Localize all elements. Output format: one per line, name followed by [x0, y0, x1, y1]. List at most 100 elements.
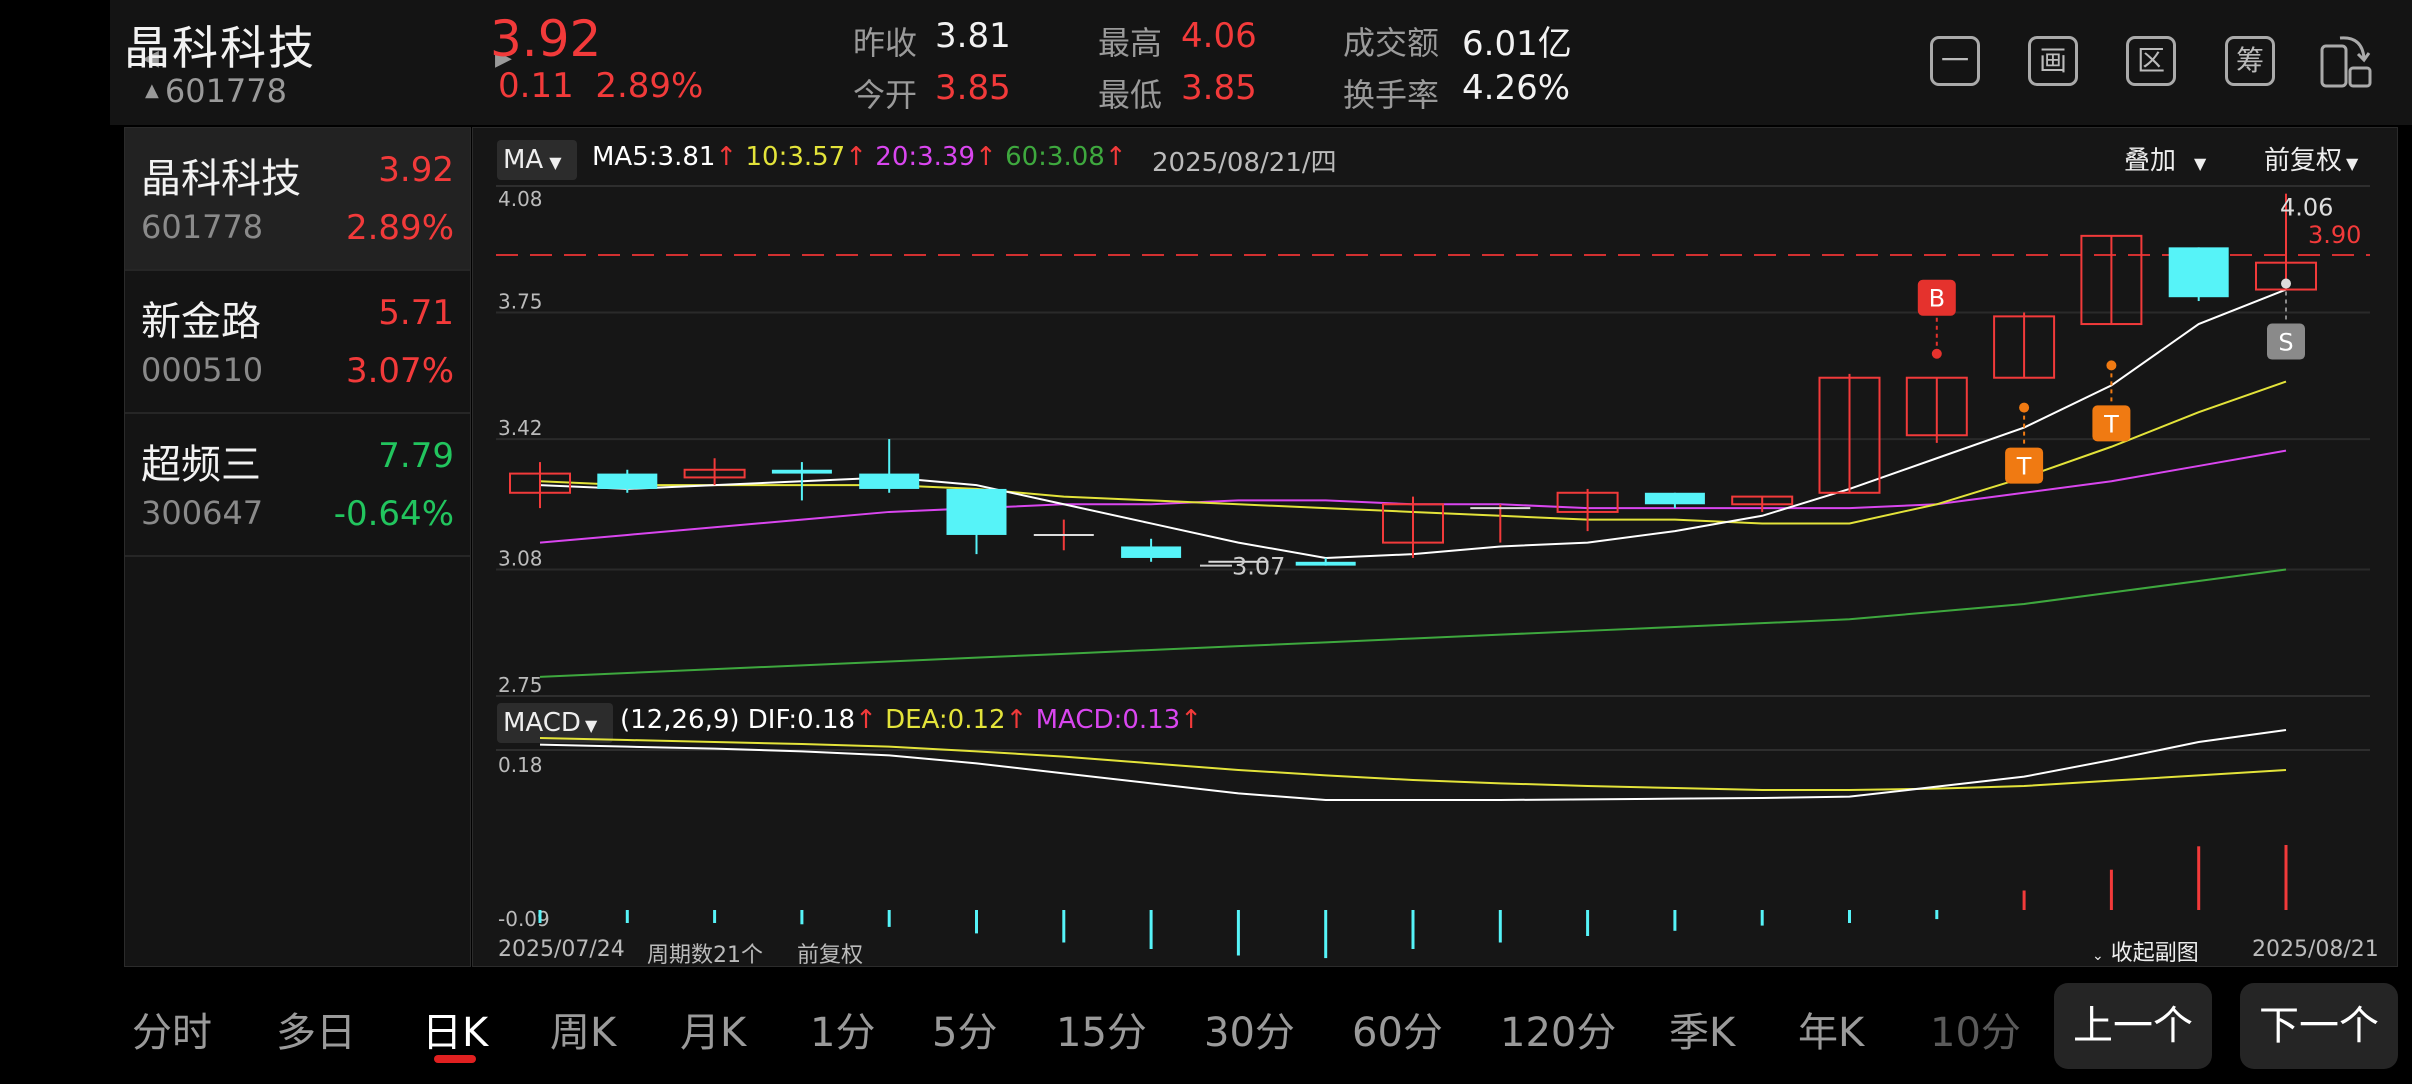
x-start-date: 2025/07/24 — [498, 937, 625, 962]
macd-indicator-dropdown[interactable]: MACD ▼ — [497, 703, 613, 743]
up-arrow-icon: ↑ — [1104, 142, 1127, 172]
ma-legend: MA5:3.81↑ 10:3.57↑ 20:3.39↑ 60:3.08↑ — [592, 142, 1127, 172]
tab-1min[interactable]: 1分 — [810, 1010, 876, 1056]
footer-adjust: 前复权 — [797, 943, 864, 968]
range-icon[interactable]: 区 — [2126, 36, 2176, 86]
ma5-legend: MA5:3.81 — [592, 142, 716, 172]
signal-badge-B — [1917, 279, 1956, 316]
tab-daily-k[interactable]: 日K — [422, 1010, 489, 1056]
tab-weekly-k[interactable]: 周K — [550, 1010, 617, 1056]
draw-icon[interactable]: 画 — [2028, 36, 2078, 86]
active-tab-indicator — [434, 1055, 476, 1063]
ma60-line — [539, 568, 2287, 678]
tab-5min[interactable]: 5分 — [932, 1010, 998, 1056]
signal-dot — [2106, 360, 2117, 371]
adjust-label: 前复权 — [2264, 146, 2343, 176]
candle-body-down — [2168, 247, 2229, 298]
tab-60min[interactable]: 60分 — [1352, 1010, 1443, 1056]
tab-intraday[interactable]: 分时 — [132, 1010, 212, 1056]
watchlist-pct: 2.89% — [345, 208, 454, 248]
candle-body-up — [683, 468, 746, 479]
prev-button[interactable]: 上一个 — [2054, 983, 2212, 1069]
signal-label: B — [1929, 285, 1945, 313]
ma-dropdown-label: MA — [503, 145, 544, 175]
ma60-legend: 60:3.08 — [1005, 142, 1105, 172]
signal-badge-S — [2267, 323, 2305, 360]
ma20-legend: 20:3.39 — [875, 142, 976, 172]
high-marker-label: 4.06 — [2280, 194, 2333, 222]
collapse-sub-chart-button[interactable]: ⌄ 收起副图 — [2092, 935, 2199, 967]
watchlist: 晶科科技 3.92 601778 2.89% 新金路 5.71 000510 3… — [124, 127, 471, 967]
chart-panel — [472, 127, 2398, 967]
watchlist-name: 新金路 — [141, 299, 261, 345]
candle-body-down — [859, 473, 920, 489]
chevron-down-icon: ▼ — [2194, 154, 2207, 173]
chevron-down-icon: ▼ — [2346, 154, 2359, 173]
adjust-dropdown[interactable]: 前复权 ▼ — [2264, 140, 2358, 177]
next-button[interactable]: 下一个 — [2240, 983, 2398, 1069]
rotate-screen-icon[interactable] — [2318, 32, 2374, 90]
low-marker-label: 3.07 — [1232, 553, 1285, 581]
signal-dot — [2019, 402, 2030, 413]
chips-icon[interactable]: 筹 — [2225, 36, 2275, 86]
stock-code: ▲ 601778 — [145, 72, 287, 110]
tab-10min[interactable]: 10分 — [1930, 1010, 2021, 1056]
period-tab-bar — [110, 968, 2412, 1084]
watchlist-item[interactable]: 晶科科技 3.92 601778 2.89% — [125, 128, 470, 271]
tab-multi-day[interactable]: 多日 — [276, 1010, 356, 1056]
dif-line — [539, 729, 2287, 801]
signal-label: T — [2103, 410, 2119, 438]
signal-dot — [1931, 348, 1942, 359]
chevron-down-icon: ▼ — [584, 716, 598, 735]
chart-date: 2025/08/21/四 — [1152, 148, 1337, 178]
macd-y-tick-label: 0.18 — [498, 753, 543, 777]
ma10-legend: 10:3.57 — [745, 142, 846, 172]
watchlist-price: 5.71 — [378, 293, 454, 333]
candle-body-up — [509, 472, 571, 494]
screen-edge — [0, 0, 110, 1084]
prev-stock-arrow-icon[interactable]: ◀ — [142, 46, 159, 71]
candle-body-up — [2080, 234, 2143, 326]
change-percent: 2.89% — [595, 66, 704, 106]
signal-label: T — [2016, 453, 2032, 481]
signal-badge-T — [2005, 447, 2044, 484]
up-arrow-icon: ↑ — [715, 142, 738, 172]
change-value: 0.11 — [498, 66, 574, 106]
high-label: 最高 — [1098, 24, 1163, 62]
open-label: 今开 — [853, 76, 918, 114]
x-end-date: 2025/08/21 — [2252, 937, 2379, 962]
next-stock-arrow-icon[interactable]: ▶ — [495, 46, 512, 71]
up-arrow-icon: ↑ — [975, 142, 997, 172]
signal-label: S — [2278, 329, 2293, 357]
candle-body-down — [597, 473, 658, 489]
tab-120min[interactable]: 120分 — [1500, 1010, 1617, 1056]
chevron-down-icon: ▼ — [549, 153, 562, 172]
full-screen-icon[interactable]: 一 — [1930, 36, 1980, 86]
up-arrow-icon: ↑ — [1005, 705, 1028, 735]
tab-monthly-k[interactable]: 月K — [680, 1010, 747, 1056]
candle-body-down — [771, 469, 832, 474]
low-value: 3.85 — [1181, 68, 1257, 108]
macd-value-legend: MACD:0.13 — [1035, 705, 1181, 735]
watchlist-item[interactable]: 新金路 5.71 000510 3.07% — [125, 271, 470, 414]
signal-dot — [2281, 278, 2291, 289]
tab-15min[interactable]: 15分 — [1056, 1010, 1147, 1056]
overlay-dropdown[interactable]: 叠加 ▼ — [2124, 140, 2206, 177]
watchlist-code: 000510 — [141, 351, 264, 389]
tab-quarterly-k[interactable]: 季K — [1669, 1010, 1736, 1056]
turnover-amount-value: 6.01亿 — [1462, 24, 1572, 64]
market-up-icon: ▲ — [145, 80, 159, 101]
watchlist-price: 7.79 — [378, 436, 454, 476]
candle-body-up — [1818, 376, 1881, 494]
tab-30min[interactable]: 30分 — [1204, 1010, 1295, 1056]
tab-yearly-k[interactable]: 年K — [1798, 1010, 1865, 1056]
prev-close-value: 3.81 — [935, 16, 1011, 56]
candle-body-up — [1556, 491, 1619, 513]
dea-legend: DEA:0.12 — [885, 705, 1006, 735]
macd-legend: (12,26,9) DIF:0.18↑ DEA:0.12↑ MACD:0.13↑ — [620, 705, 1202, 735]
watchlist-item[interactable]: 超频三 7.79 300647 -0.64% — [125, 414, 470, 557]
ma-indicator-dropdown[interactable]: MA ▼ — [497, 140, 577, 180]
turnover-rate-label: 换手率 — [1343, 76, 1440, 114]
turnover-amount-label: 成交额 — [1343, 24, 1440, 62]
